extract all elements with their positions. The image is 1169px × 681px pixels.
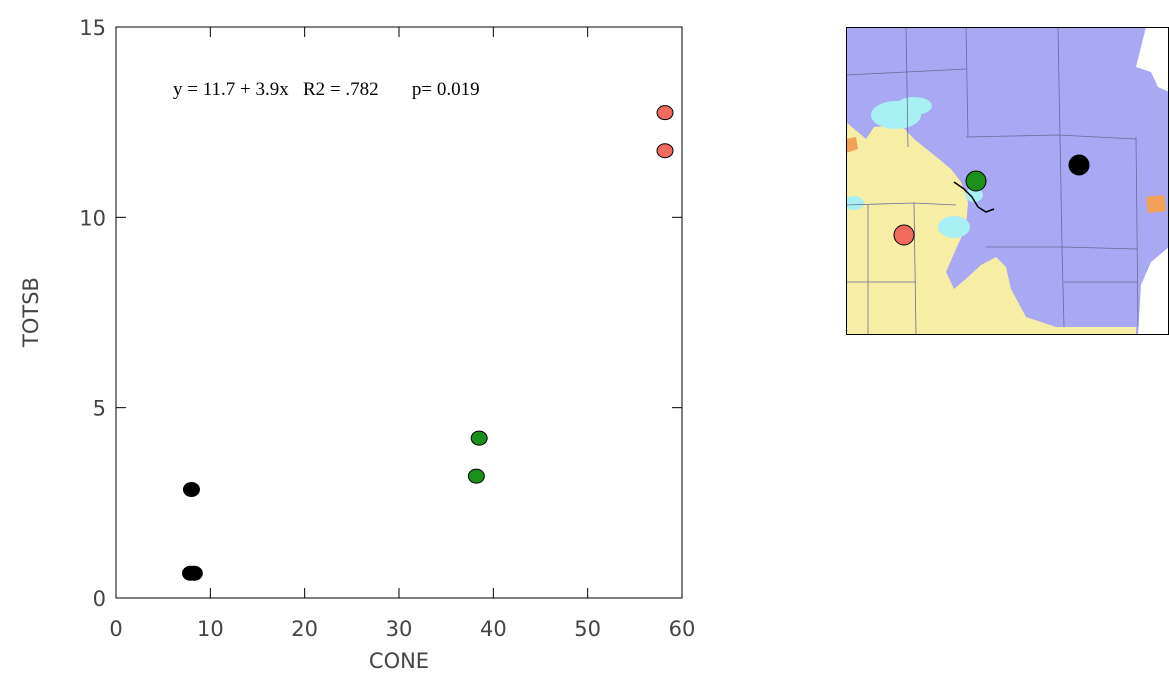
map-lake-north-small <box>896 97 932 115</box>
data-point <box>182 482 200 498</box>
data-point <box>656 143 674 159</box>
map-lake-west <box>844 196 864 210</box>
map-lake-mid <box>965 188 983 202</box>
x-tick-label: 30 <box>386 617 413 641</box>
y-axis-ticks: 0 5 10 15 <box>79 16 682 611</box>
data-point <box>467 468 485 484</box>
x-tick-label: 40 <box>480 617 507 641</box>
x-tick-label: 10 <box>197 617 224 641</box>
x-tick-label: 60 <box>669 617 696 641</box>
map-lake-central <box>938 216 970 238</box>
y-tick-label: 0 <box>93 587 106 611</box>
region-map <box>844 26 1169 336</box>
x-axis-ticks: 0 10 20 30 40 50 60 <box>109 27 695 641</box>
map-accent-patch-2 <box>1146 195 1166 213</box>
map-white-notch <box>1136 27 1169 92</box>
map-state-border <box>953 181 995 213</box>
map-marker-red <box>893 224 915 246</box>
y-tick-label: 15 <box>79 16 106 40</box>
x-tick-label: 0 <box>109 617 122 641</box>
x-tick-label: 50 <box>574 617 601 641</box>
x-tick-label: 20 <box>291 617 318 641</box>
plot-frame <box>115 26 683 599</box>
map-marker-green <box>965 170 987 192</box>
y-tick-label: 5 <box>93 397 106 421</box>
data-point <box>470 430 488 446</box>
data-points <box>182 105 674 581</box>
regression-annotation: y = 11.7 + 3.9x R2 = .782 p= 0.019 <box>173 79 480 100</box>
map-accent-patch <box>846 137 858 153</box>
map-marker-black <box>1068 154 1090 176</box>
map-panel <box>844 26 1169 336</box>
map-county-lines <box>845 26 1139 336</box>
data-point <box>185 565 203 581</box>
map-white-corner <box>1138 247 1169 335</box>
map-land-region <box>846 122 1136 335</box>
y-tick-label: 10 <box>79 206 106 230</box>
data-point <box>656 105 674 121</box>
y-axis-label: TOTSB <box>19 277 43 348</box>
x-axis-label: CONE <box>369 649 429 673</box>
